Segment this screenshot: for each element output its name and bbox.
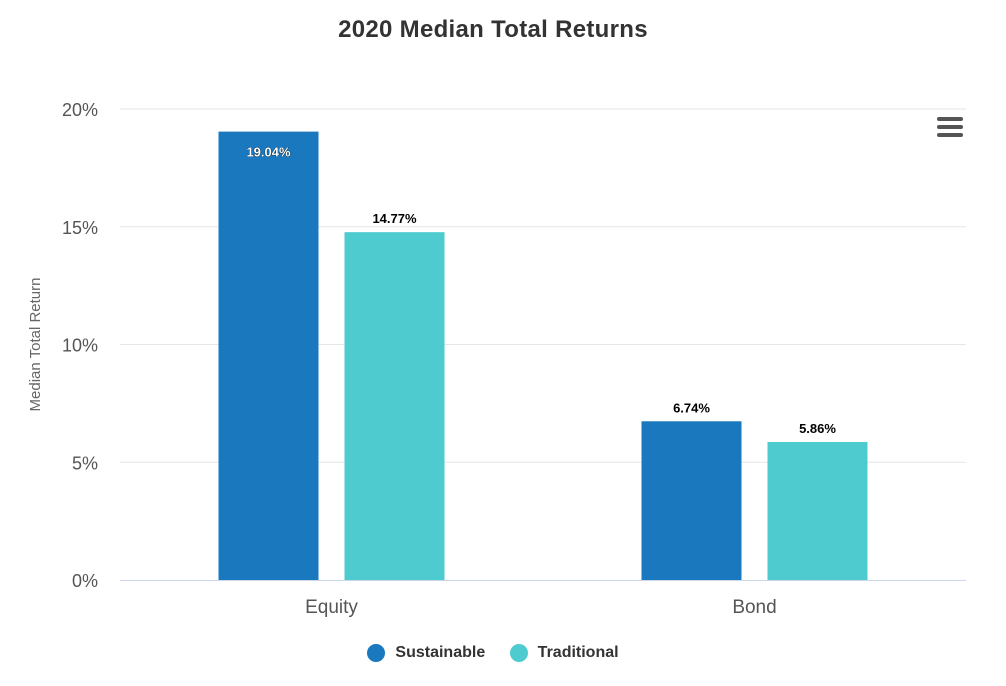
legend-item-series-0[interactable]: Sustainable (367, 644, 485, 662)
chart-title: 2020 Median Total Returns (338, 16, 648, 43)
y-tick-label: 5% (72, 453, 98, 473)
bar-sustainable-bond (641, 421, 742, 580)
legend-marker (367, 644, 386, 662)
hamburger-menu-icon (937, 117, 963, 121)
legend-label: Traditional (537, 644, 619, 661)
data-label: 5.86% (799, 421, 836, 436)
chart-menu-button[interactable] (933, 114, 967, 140)
chart-legend: Sustainable Traditional (0, 644, 986, 667)
hamburger-menu-icon (937, 125, 963, 129)
legend-label: Sustainable (395, 644, 486, 661)
data-label: 6.74% (673, 400, 710, 415)
legend-marker (509, 644, 528, 662)
y-tick-label: 0% (72, 571, 98, 591)
bar-sustainable-equity (218, 131, 319, 580)
y-axis-title: Median Total Return (27, 278, 44, 412)
hamburger-menu-icon (937, 133, 963, 137)
y-tick-label: 15% (62, 218, 98, 238)
data-label: 19.04% (246, 145, 291, 160)
x-tick-label: Equity (305, 597, 358, 618)
bar-traditional-equity (344, 232, 445, 580)
data-label: 14.77% (372, 211, 417, 226)
legend-item-series-1[interactable]: Traditional (509, 644, 619, 662)
x-tick-label: Bond (732, 597, 776, 618)
bar-traditional-bond (767, 441, 868, 580)
y-tick-label: 10% (62, 336, 98, 356)
y-tick-label: 20% (62, 100, 98, 120)
